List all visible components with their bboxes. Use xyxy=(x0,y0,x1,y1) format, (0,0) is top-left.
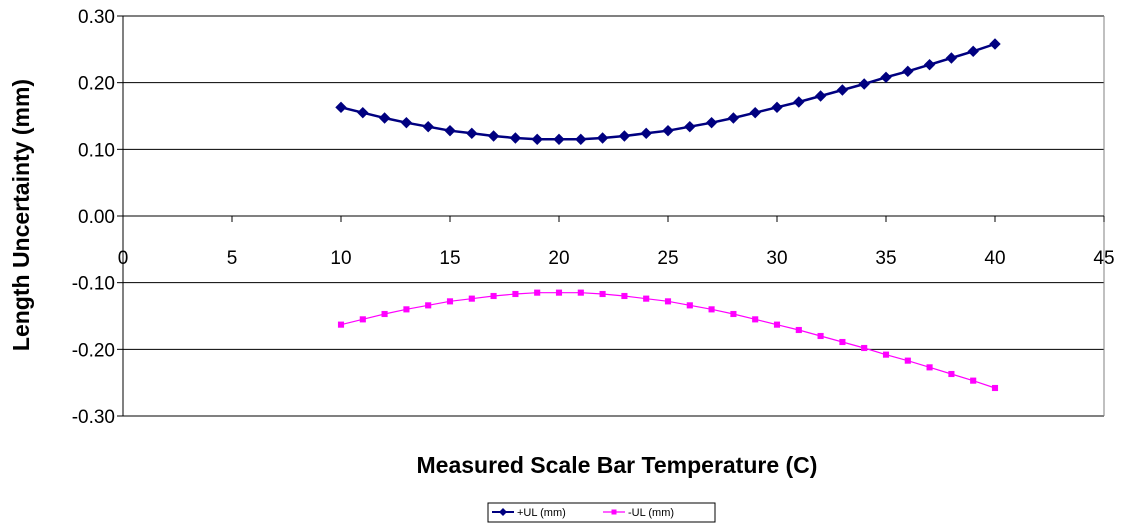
series-0-point-20 xyxy=(771,101,783,114)
series-layer xyxy=(335,38,1001,392)
series-1-point-9 xyxy=(534,289,541,296)
series-0-point-21 xyxy=(793,96,805,108)
series-1-point-25 xyxy=(882,351,890,358)
legend-marker-0 xyxy=(499,508,507,516)
legend-box xyxy=(487,502,716,523)
series-1 xyxy=(337,289,999,392)
series-0-point-28 xyxy=(945,52,958,64)
y-tick-label-3: 0.00 xyxy=(78,207,115,228)
x-tick-label-5: 25 xyxy=(657,248,678,269)
series-0-point-22 xyxy=(814,90,827,102)
y-tick-label-0: 0.30 xyxy=(78,7,115,28)
x-tick-label-0: 0 xyxy=(118,248,129,269)
series-1-point-7 xyxy=(490,292,497,300)
series-0-point-13 xyxy=(618,130,631,142)
y-tick-label-5: -0.20 xyxy=(72,340,115,361)
y-tick-label-2: 0.10 xyxy=(78,140,115,161)
x-tick-label-4: 20 xyxy=(548,248,569,269)
legend-label-0: +UL (mm) xyxy=(517,507,566,519)
series-1-point-0 xyxy=(337,321,345,328)
legend-label-1: -UL (mm) xyxy=(628,507,674,519)
series-0-point-5 xyxy=(444,124,456,137)
x-axis-title: Measured Scale Bar Temperature (C) xyxy=(417,452,818,478)
series-0-point-3 xyxy=(400,116,413,129)
legend-item-1: -UL (mm) xyxy=(603,507,674,519)
series-1-point-5 xyxy=(446,298,454,305)
x-tick-label-6: 30 xyxy=(766,248,787,269)
series-1-point-16 xyxy=(686,302,693,309)
series-0-point-0 xyxy=(335,101,347,114)
series-0-point-18 xyxy=(727,112,740,124)
axes xyxy=(117,15,1105,417)
series-1-point-29 xyxy=(970,377,977,384)
series-1-point-21 xyxy=(795,326,802,334)
series-0-point-14 xyxy=(640,127,652,140)
series-1-point-28 xyxy=(948,370,955,378)
series-1-point-20 xyxy=(773,321,781,328)
grid-lines xyxy=(123,15,1104,417)
series-1-point-6 xyxy=(468,295,475,302)
series-0-point-26 xyxy=(902,65,914,78)
series-0-point-30 xyxy=(989,38,1001,50)
series-1-point-11 xyxy=(577,289,584,296)
series-1-point-10 xyxy=(555,289,563,296)
series-0-point-16 xyxy=(684,120,696,133)
series-0-point-25 xyxy=(880,71,892,84)
legend-item-0: +UL (mm) xyxy=(492,507,566,519)
series-0-point-19 xyxy=(749,106,761,119)
series-1-point-3 xyxy=(403,306,410,313)
x-tick-label-3: 15 xyxy=(439,248,460,269)
series-1-point-15 xyxy=(664,298,672,305)
series-0-point-2 xyxy=(378,112,391,124)
series-0-point-10 xyxy=(553,133,565,146)
x-tick-label-2: 10 xyxy=(330,248,351,269)
series-1-point-8 xyxy=(512,290,519,298)
series-1-point-26 xyxy=(904,357,911,364)
x-tick-label-8: 40 xyxy=(984,248,1005,269)
series-0 xyxy=(335,38,1001,146)
series-1-point-4 xyxy=(425,302,432,309)
series-0-point-7 xyxy=(487,130,500,142)
series-1-point-27 xyxy=(926,364,933,371)
x-tick-label-7: 35 xyxy=(875,248,896,269)
series-0-point-1 xyxy=(357,106,369,119)
series-1-point-30 xyxy=(991,384,999,392)
y-tick-label-1: 0.20 xyxy=(78,74,115,95)
series-1-point-19 xyxy=(752,316,759,323)
series-0-point-29 xyxy=(967,45,979,58)
y-tick-label-4: -0.10 xyxy=(72,274,115,295)
series-1-point-13 xyxy=(621,292,628,300)
series-0-point-12 xyxy=(596,132,609,144)
series-1-point-24 xyxy=(861,344,868,352)
x-tick-label-9: 45 xyxy=(1093,248,1114,269)
tick-labels: 0.30 0.20 0.10 0.00 -0.10 -0.20 -0.30 0 5 10 15 20 2… xyxy=(72,7,1115,428)
series-1-point-14 xyxy=(643,295,650,302)
series-1-point-1 xyxy=(359,316,366,323)
series-0-point-17 xyxy=(705,116,718,129)
series-1-point-17 xyxy=(708,306,715,313)
series-0-point-4 xyxy=(422,120,434,133)
y-axis-title: Length Uncertainty (mm) xyxy=(8,79,34,351)
legend: +UL (mm) -UL (mm) xyxy=(487,502,716,523)
series-0-point-8 xyxy=(509,132,522,144)
series-0-point-27 xyxy=(923,58,936,71)
series-1-point-12 xyxy=(599,290,606,298)
series-0-point-9 xyxy=(531,133,543,146)
series-1-point-18 xyxy=(730,310,737,318)
series-1-point-22 xyxy=(817,332,824,340)
legend-marker-1 xyxy=(611,509,617,515)
x-tick-label-1: 5 xyxy=(227,248,238,269)
y-tick-label-6: -0.30 xyxy=(72,407,115,428)
series-1-line xyxy=(340,292,996,389)
series-0-point-6 xyxy=(466,127,478,140)
series-0-point-23 xyxy=(836,84,849,96)
series-0-point-11 xyxy=(575,133,587,146)
series-0-point-15 xyxy=(662,124,674,137)
series-1-point-2 xyxy=(381,310,388,318)
series-0-point-24 xyxy=(858,78,870,90)
series-1-point-23 xyxy=(839,338,846,346)
